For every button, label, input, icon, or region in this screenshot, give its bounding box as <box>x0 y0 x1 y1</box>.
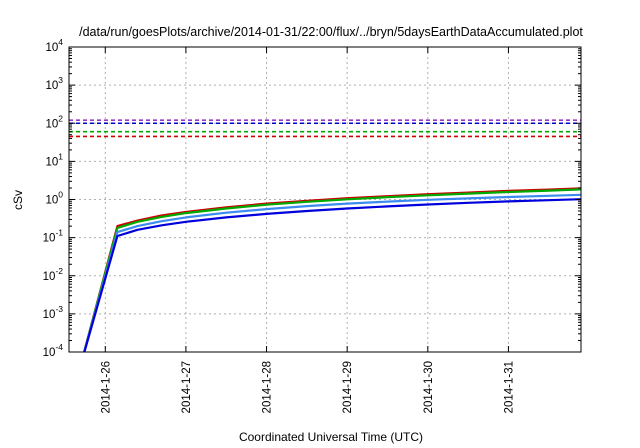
data-series <box>83 187 581 352</box>
y-tick-label: 103 <box>45 75 63 92</box>
x-tick-label: 2014-1-27 <box>181 361 193 413</box>
series-line <box>83 198 581 352</box>
y-tick-label: 101 <box>45 151 63 168</box>
y-axis-ticks: 10-4 10-3 10-2 10-1 100 101 102 103 104 <box>43 37 581 359</box>
x-tick-label: 2014-1-29 <box>342 361 354 413</box>
series-line <box>83 187 581 352</box>
y-tick-label: 10-4 <box>43 342 64 359</box>
y-tick-label: 10-1 <box>43 228 64 245</box>
y-tick-label: 10-2 <box>43 266 64 283</box>
y-axis-label: cSv <box>11 190 25 210</box>
chart-title: /data/run/goesPlots/archive/2014-01-31/2… <box>79 25 583 39</box>
y-tick-label: 10-3 <box>43 304 64 321</box>
y-tick-label: 104 <box>45 37 63 54</box>
series-line <box>83 188 581 352</box>
x-tick-label: 2014-1-28 <box>262 361 274 413</box>
threshold-lines <box>69 119 581 138</box>
series-line <box>83 193 581 352</box>
x-tick-label: 2014-1-26 <box>100 361 112 413</box>
y-tick-label: 100 <box>45 190 63 207</box>
x-axis-ticks: 2014-1-26 2014-1-27 2014-1-28 2014-1-29 2014… <box>100 47 515 413</box>
x-tick-label: 2014-1-30 <box>423 361 435 413</box>
y-tick-label: 102 <box>45 113 63 130</box>
x-tick-label: 2014-1-31 <box>503 361 515 413</box>
x-axis-label: Coordinated Universal Time (UTC) <box>239 430 423 444</box>
